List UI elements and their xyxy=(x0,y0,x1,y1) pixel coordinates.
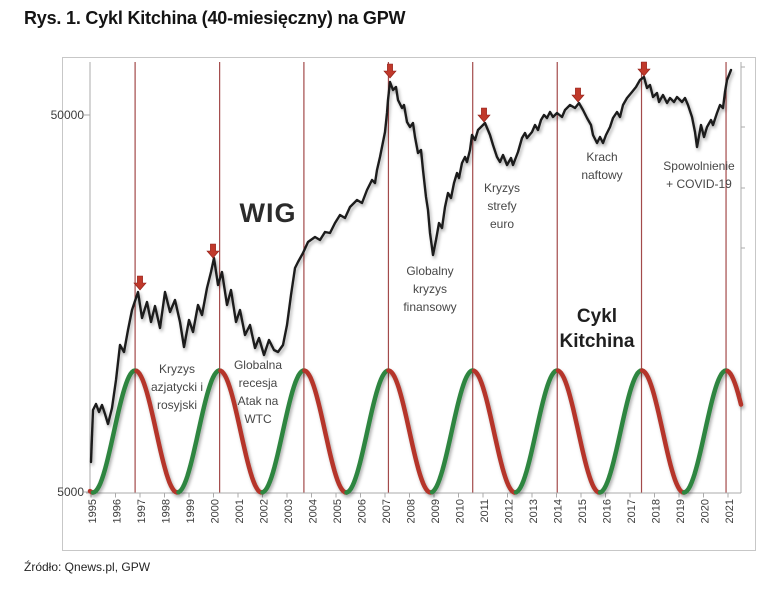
source-note: Źródło: Qnews.pl, GPW xyxy=(24,560,151,574)
crisis-arrow-icon xyxy=(383,63,397,79)
cycle-falling-segment xyxy=(386,368,435,495)
kitchin-wave xyxy=(87,368,744,495)
x-tick-label: 2009 xyxy=(430,499,442,523)
crisis-arrow-icon xyxy=(637,61,651,77)
x-tick-label: 2011 xyxy=(479,499,491,523)
wig-line xyxy=(89,68,733,464)
x-tick-label: 2002 xyxy=(259,499,271,523)
x-tick-label: 2021 xyxy=(724,499,736,523)
crisis-arrow-icon xyxy=(133,275,147,291)
x-tick-label: 1997 xyxy=(136,499,148,523)
y-tick-label: 50000 xyxy=(51,108,85,122)
cycle-falling-segment xyxy=(218,368,265,495)
x-tick-label: 1999 xyxy=(185,499,197,523)
page-title: Rys. 1. Cykl Kitchina (40-miesięczny) na… xyxy=(24,8,406,28)
cycle-rising-segment xyxy=(597,368,645,495)
crisis-arrow-icon xyxy=(571,87,585,103)
x-tick-label: 1998 xyxy=(161,499,173,523)
x-tick-label: 2005 xyxy=(332,499,344,523)
x-tick-label: 2019 xyxy=(675,499,687,523)
x-tick-label: 2000 xyxy=(210,499,222,523)
cycle-falling-segment xyxy=(555,368,603,495)
cycle-rising-segment xyxy=(429,368,477,495)
chart-frame xyxy=(62,57,756,551)
x-tick-label: 2007 xyxy=(381,499,393,523)
x-tick-label: 1996 xyxy=(112,499,124,523)
cycle-rising-segment xyxy=(260,368,307,495)
x-tick-label: 2008 xyxy=(406,499,418,523)
crisis-arrow-icon xyxy=(206,243,220,259)
cycle-falling-segment xyxy=(134,368,181,495)
cycle-falling-segment xyxy=(302,368,349,495)
x-tick-label: 2010 xyxy=(455,499,467,523)
x-tick-label: 2001 xyxy=(234,499,246,523)
cycle-rising-segment xyxy=(344,368,391,495)
cycle-rising-segment xyxy=(176,368,223,495)
x-tick-label: 2017 xyxy=(626,499,638,523)
x-tick-label: 2004 xyxy=(308,499,320,523)
x-tick-label: 2018 xyxy=(651,499,663,523)
x-tick-label: 2012 xyxy=(504,499,516,523)
x-tick-label: 2014 xyxy=(553,499,565,523)
x-tick-label: 2006 xyxy=(357,499,369,523)
x-tick-label: 2013 xyxy=(528,499,540,523)
x-tick-label: 2015 xyxy=(577,499,589,523)
cycle-falling-segment xyxy=(471,368,519,495)
cycle-rising-segment xyxy=(90,368,139,495)
cycle-rising-segment xyxy=(513,368,561,495)
x-tick-label: 2016 xyxy=(602,499,614,523)
cycle-rising-segment xyxy=(681,368,730,495)
x-tick-label: 2020 xyxy=(700,499,712,523)
cycle-falling-segment xyxy=(725,368,744,407)
crisis-arrow-icon xyxy=(477,107,491,123)
y-tick-label: 5000 xyxy=(57,485,84,499)
cycle-falling-segment xyxy=(639,368,687,495)
x-tick-label: 1995 xyxy=(87,499,99,523)
x-tick-label: 2003 xyxy=(283,499,295,523)
